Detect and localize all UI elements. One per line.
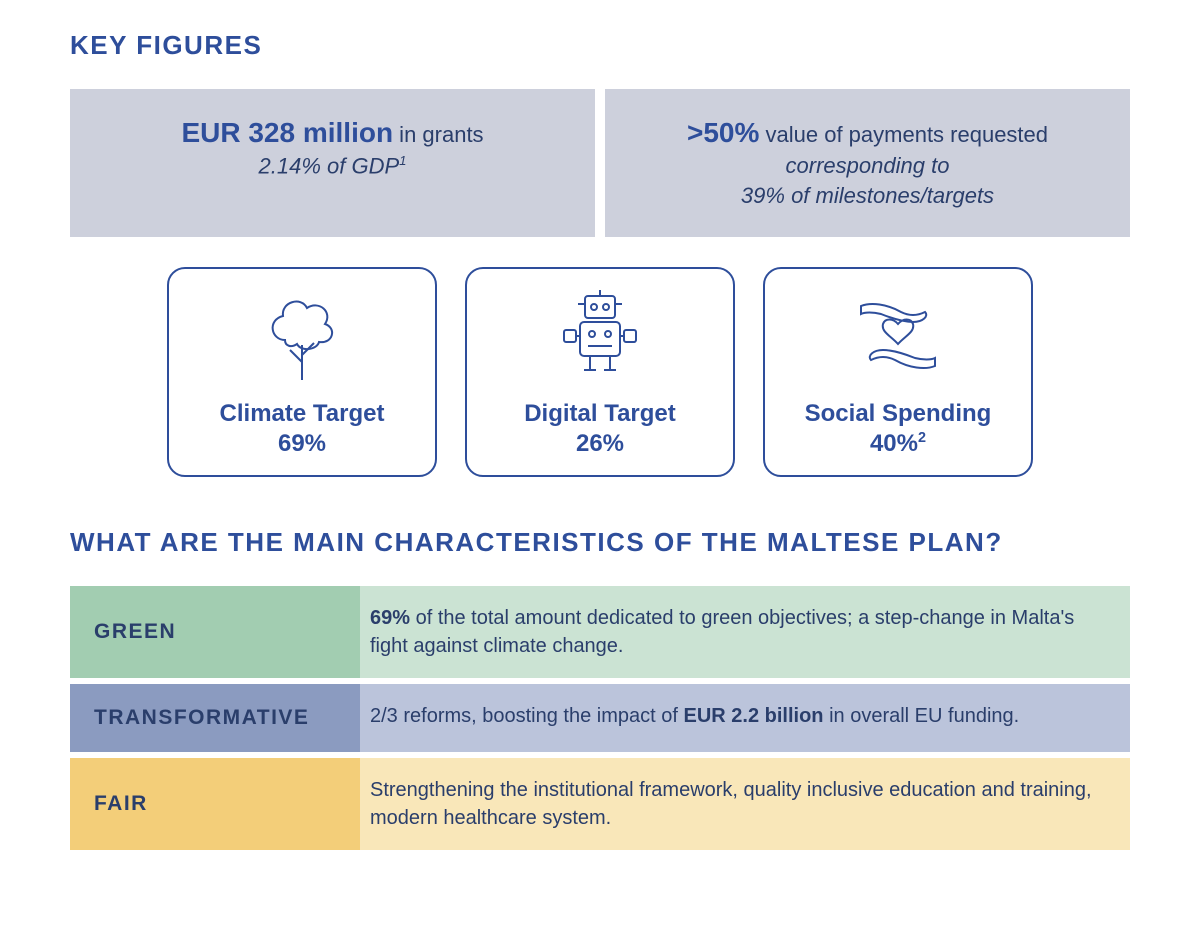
climate-target-label: Climate Target bbox=[220, 400, 385, 427]
payments-label-plain: value of bbox=[759, 122, 848, 147]
payments-card: >50% value of payments requested corresp… bbox=[605, 89, 1130, 237]
char-desc-fair: Strengthening the institutional framewor… bbox=[360, 758, 1130, 850]
char-row-transformative: TRANSFORMATIVE 2/3 reforms, boosting the… bbox=[70, 684, 1130, 752]
grants-suffix: in grants bbox=[393, 122, 484, 147]
characteristics-table: GREEN 69% of the total amount dedicated … bbox=[70, 586, 1130, 850]
digital-target-card: Digital Target 26% bbox=[465, 267, 735, 477]
char-label-fair: FAIR bbox=[70, 758, 360, 850]
social-spending-value: 40% bbox=[870, 430, 918, 457]
payments-pct: >50% bbox=[687, 117, 759, 148]
grants-sup: 1 bbox=[399, 153, 406, 168]
social-spending-card: Social Spending 40%2 bbox=[763, 267, 1033, 477]
digital-target-value: 26% bbox=[576, 430, 624, 457]
char-transformative-pre: 2/3 reforms, boosting the impact of bbox=[370, 705, 684, 727]
social-spending-label: Social Spending bbox=[805, 400, 992, 427]
top-cards-row: EUR 328 million in grants 2.14% of GDP1 … bbox=[70, 89, 1130, 237]
char-label-transformative: TRANSFORMATIVE bbox=[70, 684, 360, 752]
climate-target-value: 69% bbox=[278, 430, 326, 457]
char-green-rest: of the total amount dedicated to green o… bbox=[370, 607, 1074, 657]
char-green-bold: 69% bbox=[370, 607, 410, 629]
char-row-green: GREEN 69% of the total amount dedicated … bbox=[70, 586, 1130, 678]
hands-heart-icon bbox=[843, 287, 953, 387]
target-cards-row: Climate Target 69% bbox=[70, 267, 1130, 477]
char-desc-green: 69% of the total amount dedicated to gre… bbox=[360, 586, 1130, 678]
char-transformative-post: in overall EU funding. bbox=[824, 705, 1020, 727]
char-transformative-bold: EUR 2.2 billion bbox=[684, 705, 824, 727]
tree-icon bbox=[257, 287, 347, 387]
grants-sub: 2.14% of GDP bbox=[259, 153, 400, 178]
payments-sub2: 39% of milestones/targets bbox=[629, 183, 1106, 209]
characteristics-title: WHAT ARE THE MAIN CHARACTERISTICS OF THE… bbox=[70, 527, 1130, 558]
robot-icon bbox=[550, 287, 650, 387]
social-spending-sup: 2 bbox=[918, 430, 926, 446]
digital-target-label: Digital Target bbox=[524, 400, 676, 427]
climate-target-card: Climate Target 69% bbox=[167, 267, 437, 477]
key-figures-title: KEY FIGURES bbox=[70, 30, 1130, 61]
char-desc-transformative: 2/3 reforms, boosting the impact of EUR … bbox=[360, 684, 1130, 752]
char-label-green: GREEN bbox=[70, 586, 360, 678]
payments-label-bold: payments requested bbox=[849, 122, 1048, 147]
payments-sub1: corresponding to bbox=[629, 153, 1106, 179]
grants-amount: EUR 328 million bbox=[181, 117, 393, 148]
char-row-fair: FAIR Strengthening the institutional fra… bbox=[70, 758, 1130, 850]
grants-card: EUR 328 million in grants 2.14% of GDP1 bbox=[70, 89, 595, 237]
